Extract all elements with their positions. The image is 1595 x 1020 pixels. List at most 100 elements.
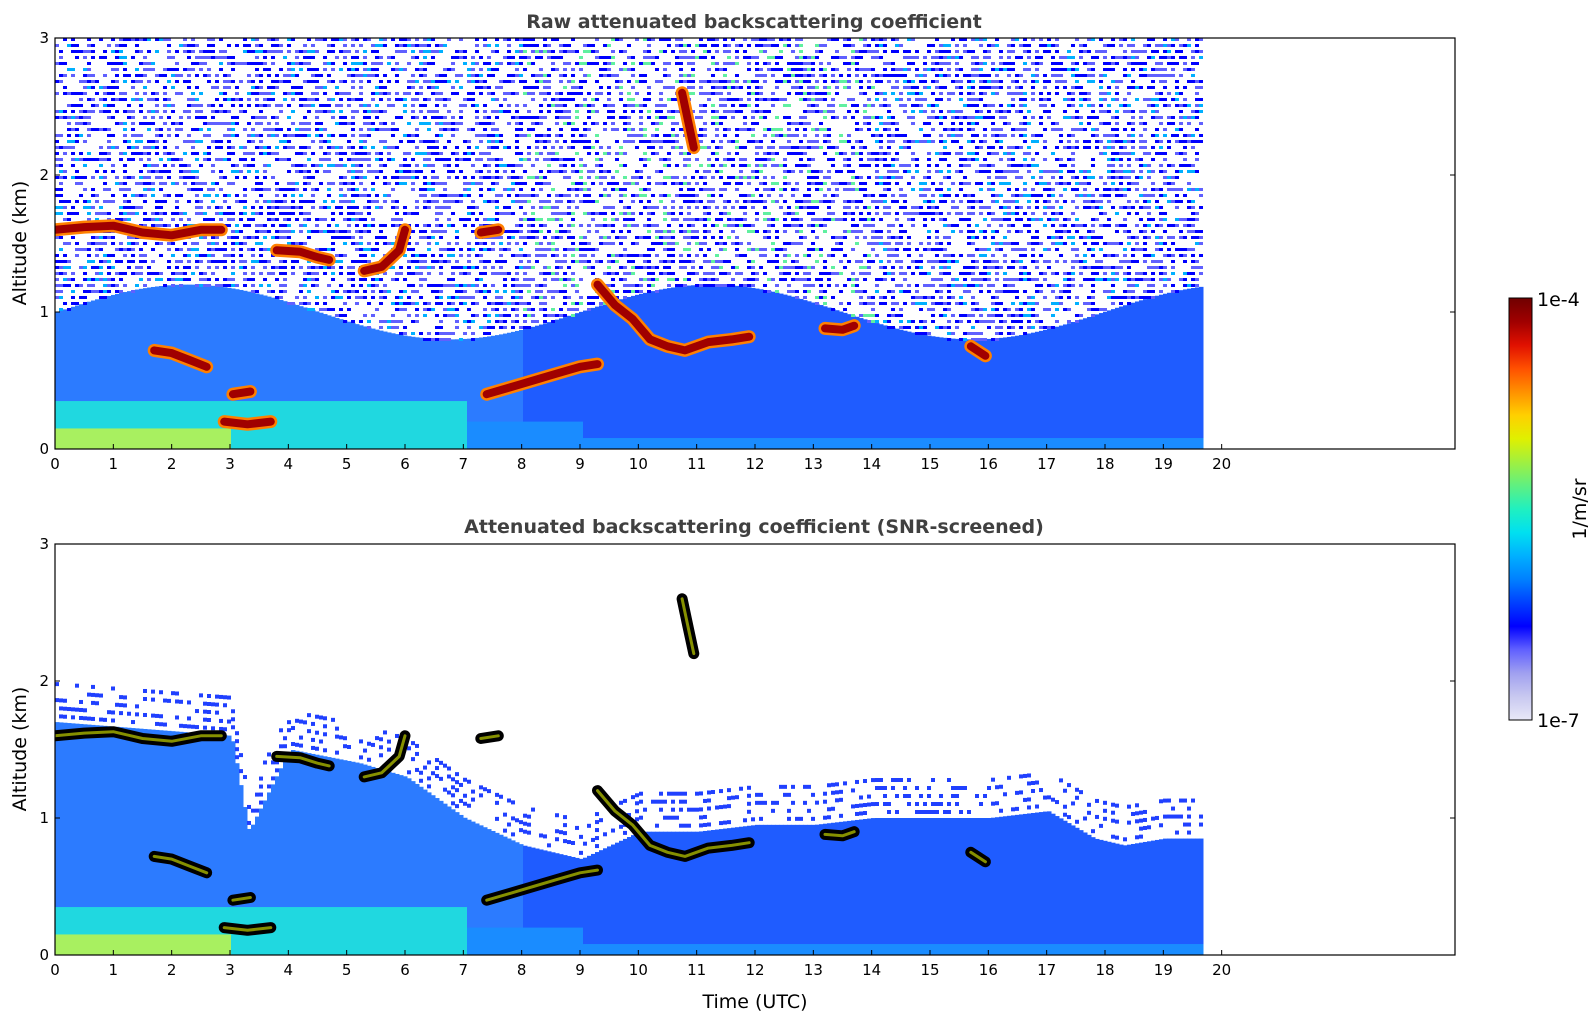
heatmap-column xyxy=(359,44,364,449)
x-tick-label: 5 xyxy=(342,455,352,473)
heatmap-column xyxy=(923,56,928,449)
heatmap-column xyxy=(303,720,308,955)
heatmap-column xyxy=(311,721,316,955)
heatmap-column xyxy=(887,62,892,449)
heatmap-column xyxy=(583,44,588,449)
heatmap-column xyxy=(139,38,144,449)
x-tick-label: 3 xyxy=(225,455,235,473)
heatmap-column xyxy=(255,38,260,449)
heatmap-column xyxy=(423,38,428,449)
heatmap-column xyxy=(895,778,900,955)
heatmap-column xyxy=(463,777,468,955)
heatmap-column xyxy=(879,778,884,955)
heatmap-column xyxy=(199,693,204,955)
heatmap-column xyxy=(1063,788,1068,955)
heatmap-column xyxy=(355,762,360,955)
heatmap-column xyxy=(1055,800,1060,955)
heatmap-column xyxy=(807,56,812,449)
heatmap-column xyxy=(467,68,472,449)
heatmap-column xyxy=(75,683,80,955)
heatmap-column xyxy=(1155,815,1160,955)
heatmap-column xyxy=(715,805,720,955)
heatmap-column xyxy=(875,778,880,955)
heatmap-column xyxy=(611,828,616,955)
heatmap-column xyxy=(283,56,288,449)
heatmap-column xyxy=(675,791,680,955)
cloud-layer-edge xyxy=(275,754,331,768)
heatmap-column xyxy=(1035,780,1040,955)
heatmap-column xyxy=(455,772,460,955)
heatmap-column xyxy=(759,792,764,955)
heatmap-column xyxy=(83,50,88,449)
heatmap-column xyxy=(963,786,968,955)
heatmap-column xyxy=(1199,38,1204,449)
heatmap-column xyxy=(151,689,156,955)
heatmap-column xyxy=(1127,804,1132,955)
heatmap-column xyxy=(195,44,200,449)
heatmap-column xyxy=(739,786,744,955)
heatmap-column xyxy=(55,682,60,955)
heatmap-column xyxy=(911,818,916,955)
heatmap-column xyxy=(815,44,820,449)
heatmap-column xyxy=(143,688,148,955)
heatmap-column xyxy=(559,830,564,955)
heatmap-column xyxy=(775,44,780,449)
heatmap-column xyxy=(55,44,60,449)
heatmap-column xyxy=(931,778,936,955)
heatmap-column xyxy=(1047,38,1052,449)
cloud-layer xyxy=(593,280,754,355)
panel-screened-y-label: Altitude (km) xyxy=(9,687,31,812)
heatmap-column xyxy=(215,56,220,449)
heatmap-column xyxy=(91,684,96,955)
heatmap-column xyxy=(551,38,556,449)
heatmap-column xyxy=(887,802,892,955)
heatmap-column xyxy=(1079,44,1084,449)
x-tick-label: 6 xyxy=(400,455,410,473)
heatmap-column xyxy=(727,44,732,449)
heatmap-column xyxy=(111,38,116,449)
heatmap-column xyxy=(787,38,792,449)
heatmap-column xyxy=(943,44,948,449)
heatmap-column xyxy=(283,736,288,955)
heatmap-column xyxy=(171,56,176,449)
heatmap-column xyxy=(911,38,916,449)
heatmap-column xyxy=(879,38,884,449)
heatmap-column xyxy=(859,38,864,449)
heatmap-column xyxy=(663,799,668,955)
heatmap-column xyxy=(719,68,724,449)
cloud-layer xyxy=(821,321,859,334)
x-tick-label: 7 xyxy=(459,455,469,473)
heatmap-column xyxy=(259,44,264,449)
heatmap-column xyxy=(403,736,408,955)
x-tick-label: 2 xyxy=(167,455,177,473)
heatmap-column xyxy=(87,38,92,449)
heatmap-column xyxy=(1159,44,1164,449)
heatmap-column xyxy=(335,726,340,955)
heatmap-column xyxy=(951,786,956,955)
cloud-layer-edge xyxy=(479,734,500,740)
heatmap-column xyxy=(315,714,320,955)
heatmap-column xyxy=(511,800,516,955)
panel-raw: Raw attenuated backscattering coefficien… xyxy=(9,11,1456,473)
x-tick-label: 20 xyxy=(1212,455,1231,473)
colorbar-label: 1/m/sr xyxy=(1569,478,1591,539)
heatmap-column xyxy=(339,735,344,955)
heatmap-column xyxy=(571,840,576,955)
heatmap-column xyxy=(603,832,608,955)
heatmap-column xyxy=(987,44,992,449)
heatmap-column xyxy=(1163,38,1168,449)
cloud-layer xyxy=(482,360,602,399)
x-tick-label: 0 xyxy=(50,961,60,979)
cloud-layer-edge xyxy=(485,868,599,902)
heatmap-column xyxy=(1095,798,1100,955)
heatmap-column xyxy=(371,742,376,955)
heatmap-column xyxy=(1047,795,1052,955)
heatmap-column xyxy=(1067,50,1072,449)
heatmap-column xyxy=(679,791,684,955)
heatmap-column xyxy=(999,50,1004,449)
heatmap-column xyxy=(919,794,924,955)
heatmap-column xyxy=(327,44,332,449)
heatmap-column xyxy=(599,56,604,449)
heatmap-column xyxy=(547,843,552,955)
x-tick-label: 13 xyxy=(804,961,823,979)
